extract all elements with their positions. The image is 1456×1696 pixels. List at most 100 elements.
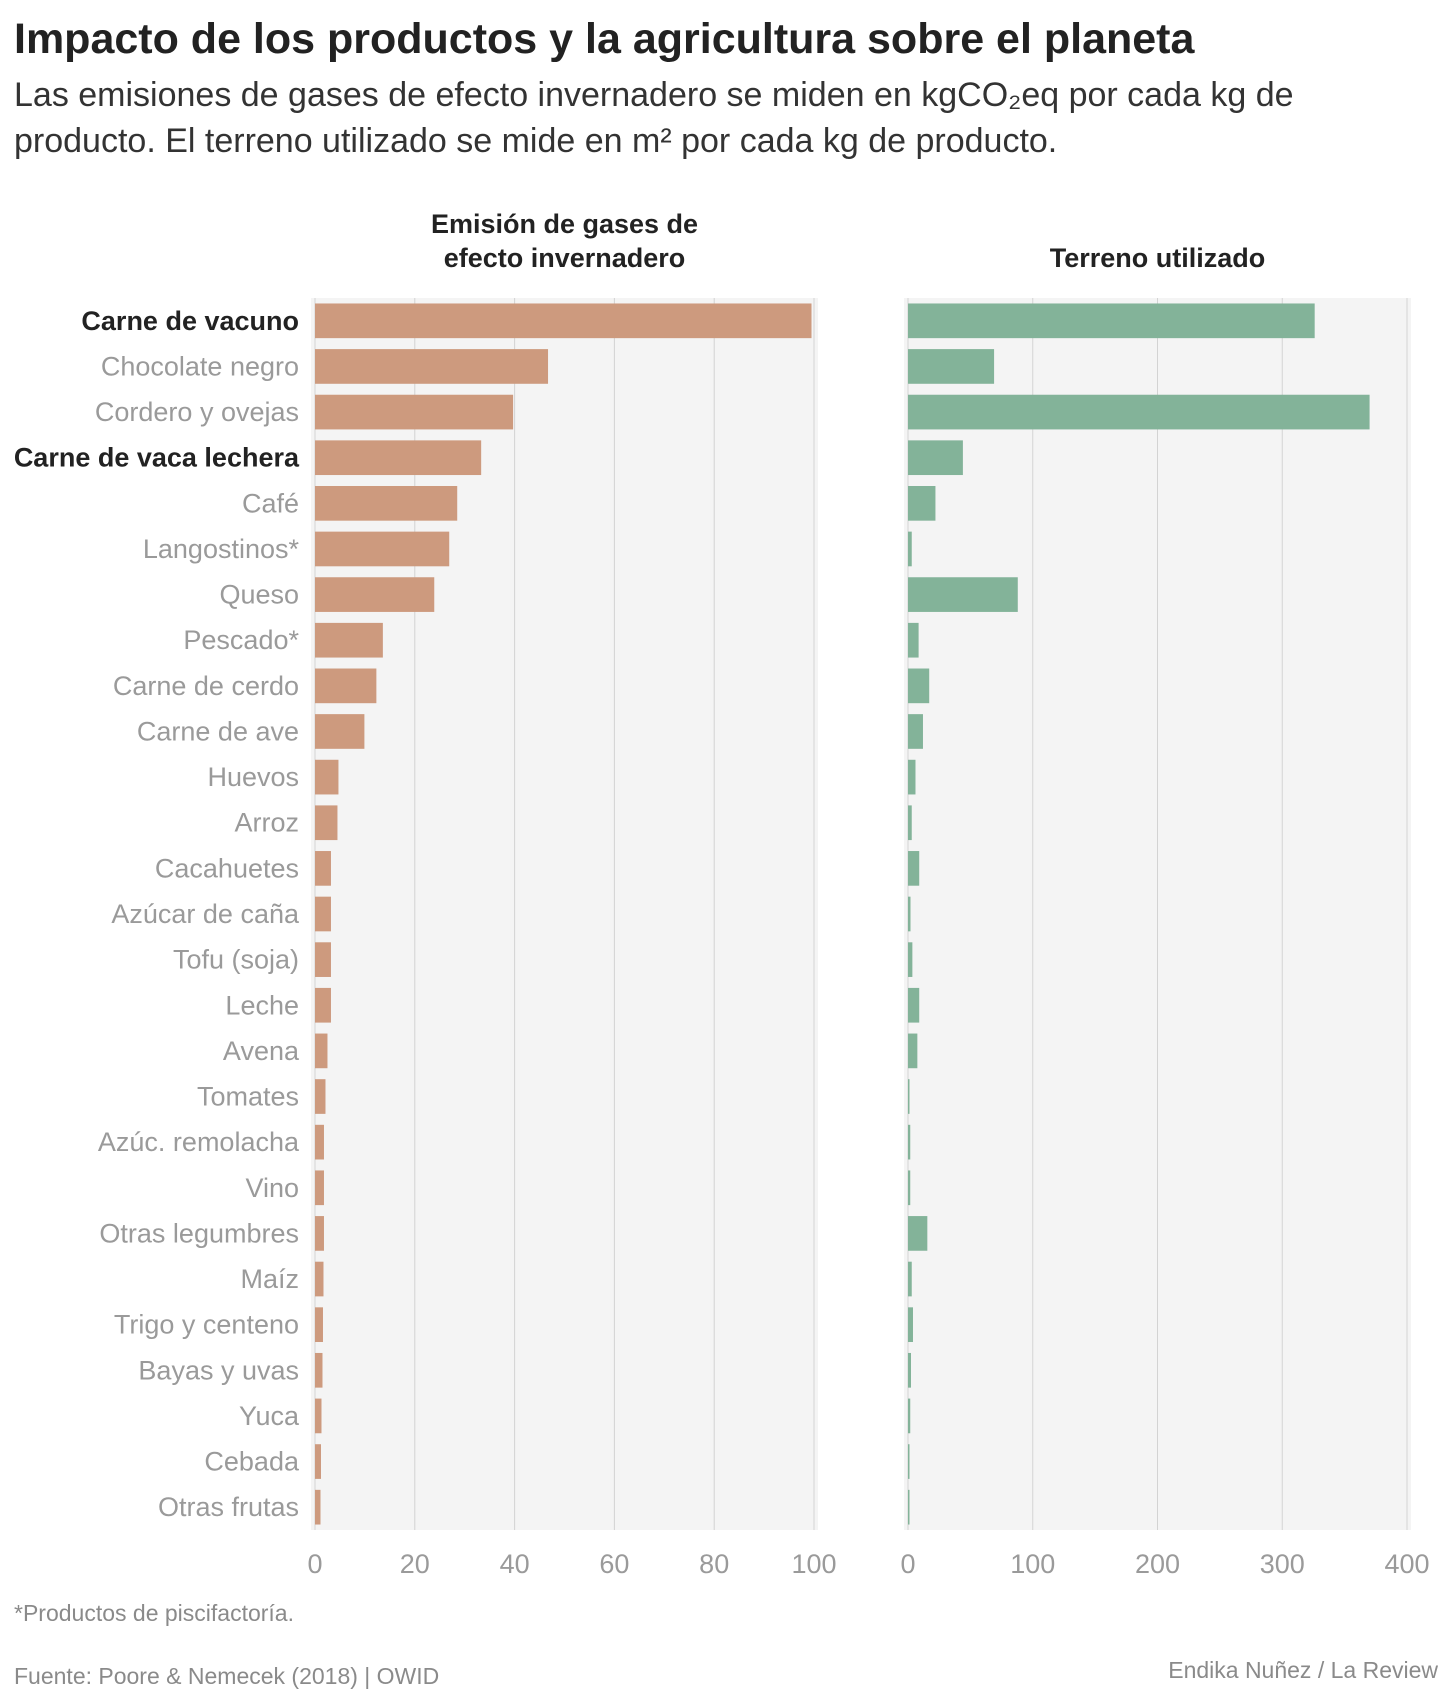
bar-emissions-16 — [315, 1033, 328, 1069]
bar-emissions-24 — [315, 1398, 322, 1434]
bar-emissions-10 — [315, 759, 339, 795]
category-label-1: Chocolate negro — [101, 351, 299, 381]
category-label-9: Carne de ave — [137, 716, 299, 746]
bar-emissions-0 — [315, 303, 812, 339]
bar-land-8 — [908, 668, 930, 704]
panel-title-1-0: Terreno utilizado — [1050, 243, 1266, 273]
category-label-10: Huevos — [207, 762, 299, 792]
bar-emissions-21 — [315, 1261, 324, 1297]
category-label-6: Queso — [219, 580, 299, 610]
bar-land-4 — [908, 485, 936, 521]
category-label-7: Pescado* — [183, 625, 299, 655]
bar-emissions-19 — [315, 1170, 324, 1206]
bar-land-26 — [908, 1489, 910, 1525]
bar-land-5 — [908, 531, 912, 567]
bar-land-12 — [908, 851, 920, 886]
category-label-11: Arroz — [234, 808, 299, 838]
bar-land-18 — [908, 1124, 911, 1160]
bar-land-10 — [908, 759, 916, 795]
category-label-22: Trigo y centeno — [114, 1310, 299, 1340]
bar-land-1 — [908, 349, 995, 384]
bar-land-14 — [908, 942, 913, 977]
category-label-18: Azúc. remolacha — [98, 1127, 300, 1157]
footnote: *Productos de piscifactoría. — [14, 1600, 294, 1626]
bar-emissions-5 — [315, 531, 450, 567]
bar-land-2 — [908, 394, 1370, 430]
tick-label-0-4: 80 — [699, 1549, 729, 1579]
bar-emissions-12 — [315, 851, 331, 886]
bar-emissions-4 — [315, 485, 458, 521]
bar-emissions-22 — [315, 1307, 323, 1343]
bar-emissions-2 — [315, 394, 514, 430]
bar-land-17 — [908, 1079, 910, 1114]
bar-emissions-25 — [315, 1444, 321, 1479]
panel-background-0 — [311, 298, 818, 1530]
bar-emissions-15 — [315, 987, 331, 1023]
bar-land-9 — [908, 714, 923, 749]
panel-title-0-1: efecto invernadero — [444, 243, 686, 273]
tick-label-1-0: 0 — [900, 1549, 915, 1579]
bar-emissions-6 — [315, 577, 435, 612]
tick-label-1-4: 400 — [1384, 1549, 1429, 1579]
bar-emissions-23 — [315, 1352, 323, 1388]
tick-label-0-0: 0 — [307, 1549, 322, 1579]
category-label-23: Bayas y uvas — [138, 1355, 299, 1385]
tick-label-1-2: 200 — [1135, 1549, 1180, 1579]
tick-label-0-2: 40 — [500, 1549, 530, 1579]
tick-label-1-3: 300 — [1260, 1549, 1305, 1579]
bar-emissions-18 — [315, 1124, 324, 1160]
category-label-12: Cacahuetes — [155, 853, 299, 883]
category-label-17: Tomates — [197, 1082, 299, 1112]
bar-land-0 — [908, 303, 1315, 339]
category-label-3: Carne de vaca lechera — [14, 443, 300, 473]
category-label-16: Avena — [223, 1036, 300, 1066]
bar-land-3 — [908, 440, 963, 476]
bar-emissions-1 — [315, 349, 549, 384]
chart-subtitle: Las emisiones de gases de efecto inverna… — [14, 76, 1294, 160]
bar-emissions-9 — [315, 714, 365, 749]
category-label-24: Yuca — [239, 1401, 300, 1431]
bar-land-23 — [908, 1352, 911, 1388]
category-label-8: Carne de cerdo — [113, 671, 299, 701]
bar-land-19 — [908, 1170, 911, 1206]
bar-emissions-8 — [315, 668, 377, 704]
bar-land-7 — [908, 622, 919, 658]
bar-land-16 — [908, 1033, 918, 1069]
tick-label-0-5: 100 — [791, 1549, 836, 1579]
bar-land-25 — [908, 1444, 910, 1479]
bar-land-11 — [908, 805, 912, 841]
bar-emissions-3 — [315, 440, 482, 476]
category-label-4: Café — [242, 488, 299, 518]
category-label-14: Tofu (soja) — [173, 945, 299, 975]
bar-emissions-7 — [315, 622, 383, 658]
tick-label-1-1: 100 — [1010, 1549, 1055, 1579]
category-label-2: Cordero y ovejas — [95, 397, 299, 427]
bar-land-21 — [908, 1261, 912, 1297]
chart-title: Impacto de los productos y la agricultur… — [14, 15, 1195, 63]
panel-title-0-0: Emisión de gases de — [431, 209, 698, 239]
category-label-5: Langostinos* — [143, 534, 300, 564]
tick-label-0-3: 60 — [599, 1549, 629, 1579]
bar-land-15 — [908, 987, 920, 1023]
bar-emissions-11 — [315, 805, 338, 841]
category-label-13: Azúcar de caña — [111, 899, 300, 929]
bar-land-13 — [908, 896, 911, 932]
bar-charts: Emisión de gases de efecto invernadero 0 20… — [14, 209, 1430, 1579]
category-label-15: Leche — [225, 990, 299, 1020]
bar-emissions-13 — [315, 896, 331, 932]
category-label-21: Maíz — [240, 1264, 299, 1294]
category-label-20: Otras legumbres — [99, 1218, 299, 1248]
category-label-25: Cebada — [204, 1447, 300, 1477]
tick-label-0-1: 20 — [400, 1549, 430, 1579]
bar-emissions-17 — [315, 1079, 326, 1114]
bar-land-22 — [908, 1307, 913, 1343]
bar-land-6 — [908, 577, 1018, 612]
bar-land-20 — [908, 1216, 928, 1251]
bar-emissions-14 — [315, 942, 331, 977]
bar-land-24 — [908, 1398, 911, 1434]
bar-emissions-20 — [315, 1216, 324, 1251]
category-label-19: Vino — [245, 1173, 299, 1203]
bar-emissions-26 — [315, 1489, 321, 1525]
source-note: Fuente: Poore & Nemecek (2018) | OWID — [14, 1663, 440, 1689]
category-label-0: Carne de vacuno — [81, 306, 299, 336]
